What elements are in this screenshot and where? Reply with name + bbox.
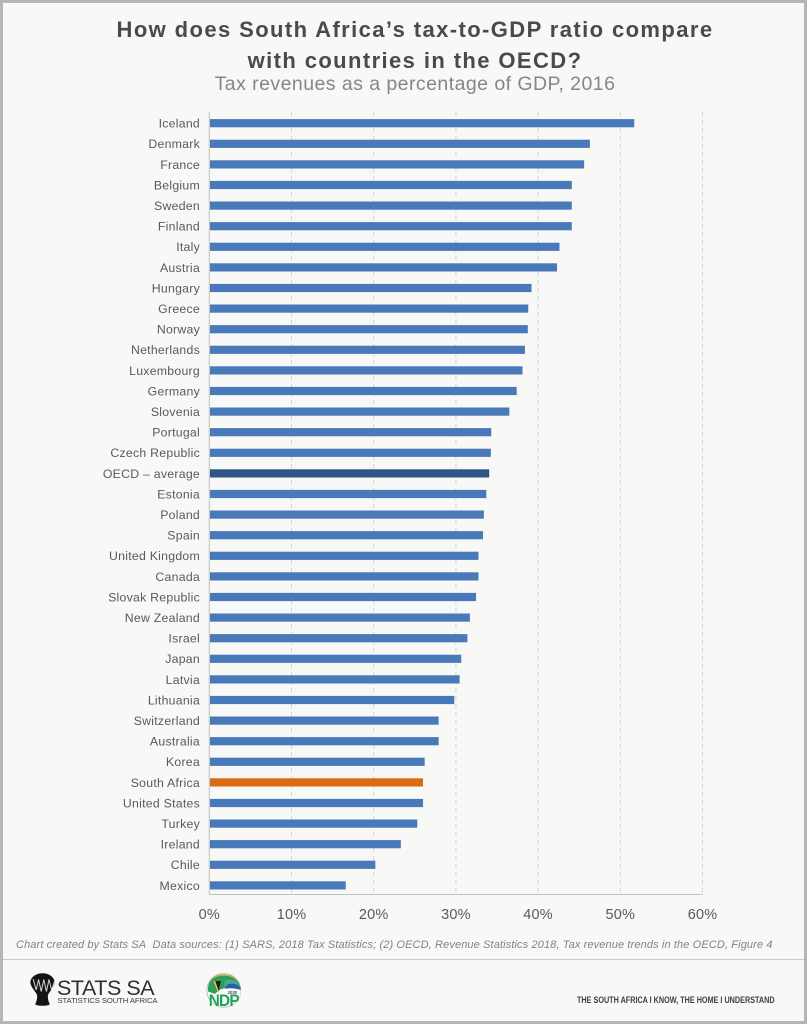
svg-text:Norway: Norway xyxy=(157,323,201,337)
svg-text:Estonia: Estonia xyxy=(157,487,200,501)
svg-text:0%: 0% xyxy=(199,907,220,923)
svg-text:Denmark: Denmark xyxy=(148,137,200,151)
svg-text:30%: 30% xyxy=(441,907,471,923)
svg-text:United States: United States xyxy=(123,796,200,810)
svg-text:Ireland: Ireland xyxy=(161,838,200,852)
svg-text:Germany: Germany xyxy=(148,384,201,398)
svg-text:Switzerland: Switzerland xyxy=(134,714,200,728)
svg-text:Slovak Republic: Slovak Republic xyxy=(108,590,200,604)
svg-text:Hungary: Hungary xyxy=(152,281,201,295)
svg-text:Chile: Chile xyxy=(171,858,200,872)
svg-text:Australia: Australia xyxy=(150,735,200,749)
svg-text:Belgium: Belgium xyxy=(154,178,200,192)
svg-text:Netherlands: Netherlands xyxy=(131,343,200,357)
svg-text:Canada: Canada xyxy=(155,570,200,584)
svg-text:Greece: Greece xyxy=(158,302,200,316)
svg-text:Austria: Austria xyxy=(160,261,200,275)
svg-text:20%: 20% xyxy=(359,907,389,923)
svg-text:New Zealand: New Zealand xyxy=(125,611,200,625)
svg-text:Mexico: Mexico xyxy=(160,879,200,893)
svg-text:Slovenia: Slovenia xyxy=(151,405,200,419)
svg-text:Czech Republic: Czech Republic xyxy=(110,446,200,460)
svg-text:10%: 10% xyxy=(277,907,307,923)
svg-text:Italy: Italy xyxy=(176,240,200,254)
svg-text:Sweden: Sweden xyxy=(154,199,200,213)
svg-text:Spain: Spain xyxy=(167,529,200,543)
svg-text:Lithuania: Lithuania xyxy=(148,693,200,707)
svg-text:50%: 50% xyxy=(605,907,635,923)
svg-text:Finland: Finland xyxy=(158,220,200,234)
svg-text:Portugal: Portugal xyxy=(152,426,200,440)
svg-text:Japan: Japan xyxy=(165,652,200,666)
svg-text:Israel: Israel xyxy=(168,632,200,646)
svg-text:Latvia: Latvia xyxy=(166,673,200,687)
svg-text:United Kingdom: United Kingdom xyxy=(109,549,200,563)
svg-text:Iceland: Iceland xyxy=(159,117,200,131)
svg-text:60%: 60% xyxy=(688,907,718,923)
svg-text:Luxembourg: Luxembourg xyxy=(129,364,200,378)
svg-text:South Africa: South Africa xyxy=(131,776,200,790)
svg-text:2030: 2030 xyxy=(227,989,237,994)
svg-text:NDP: NDP xyxy=(208,992,239,1008)
svg-text:Korea: Korea xyxy=(166,755,200,769)
svg-text:OECD – average: OECD – average xyxy=(103,467,200,481)
svg-text:Turkey: Turkey xyxy=(161,817,200,831)
svg-text:Poland: Poland xyxy=(160,508,200,522)
svg-text:France: France xyxy=(160,158,200,172)
svg-text:40%: 40% xyxy=(523,907,553,923)
